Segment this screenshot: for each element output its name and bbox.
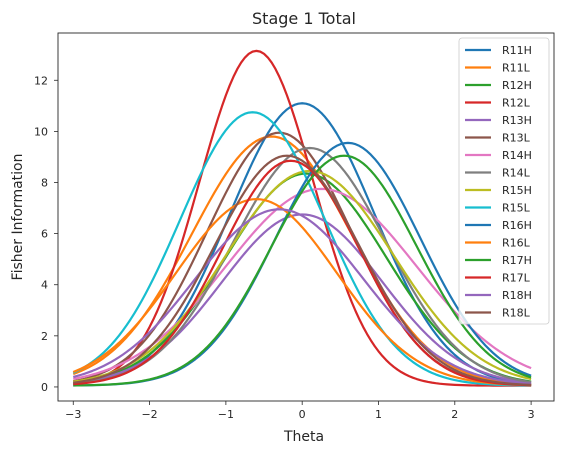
y-tick-label: 12	[34, 74, 48, 87]
legend-label: R14L	[502, 167, 531, 180]
y-axis-ticks: 0 2 4 6 8 10 12	[34, 74, 58, 394]
legend-label: R15H	[502, 184, 532, 197]
y-tick-label: 0	[41, 381, 48, 394]
chart-title: Stage 1 Total	[252, 9, 356, 28]
legend-label: R14H	[502, 149, 532, 162]
x-tick-label: −3	[65, 408, 81, 421]
legend-label: R12L	[502, 97, 531, 110]
series-line-r17l	[73, 159, 532, 387]
y-tick-label: 6	[41, 228, 48, 241]
legend-label: R11L	[502, 62, 531, 75]
x-tick-label: 0	[299, 408, 306, 421]
legend-label: R11H	[502, 44, 532, 57]
x-axis-ticks: −3 −2 −1 0 1 2 3	[65, 401, 535, 421]
y-axis-label: Fisher Information	[10, 154, 26, 281]
legend-label: R18L	[502, 307, 531, 320]
series-line-r16l	[72, 198, 532, 387]
y-tick-label: 10	[34, 125, 48, 138]
y-tick-label: 4	[41, 279, 48, 292]
x-tick-label: −1	[218, 408, 234, 421]
x-tick-label: 1	[375, 408, 382, 421]
legend-label: R16H	[502, 219, 532, 232]
legend-label: R13H	[502, 114, 532, 127]
legend-label: R18H	[502, 289, 532, 302]
series-line-r12l	[73, 49, 532, 387]
legend-label: R17H	[502, 254, 532, 267]
legend-box	[458, 37, 550, 325]
series-line-r15l	[72, 111, 532, 387]
y-tick-label: 8	[41, 177, 48, 190]
legend-label: R12H	[502, 79, 532, 92]
series-line-r18l	[73, 154, 532, 386]
legend-label: R17L	[502, 272, 531, 285]
y-tick-label: 2	[41, 330, 48, 343]
series-line-r15h	[73, 169, 532, 383]
series-lines	[72, 49, 532, 387]
x-tick-label: 2	[451, 408, 458, 421]
legend-label: R13L	[502, 132, 531, 145]
series-line-r18h	[72, 208, 532, 385]
x-tick-label: −2	[141, 408, 157, 421]
x-tick-label: 3	[528, 408, 535, 421]
legend-label: R15L	[502, 202, 531, 215]
legend: R11H R11L R12H R12L R13H R13L R14H R14L R15H R15L…	[458, 37, 550, 325]
series-line-r17h	[73, 154, 532, 387]
legend-label: R16L	[502, 237, 531, 250]
x-axis-label: Theta	[283, 429, 324, 445]
